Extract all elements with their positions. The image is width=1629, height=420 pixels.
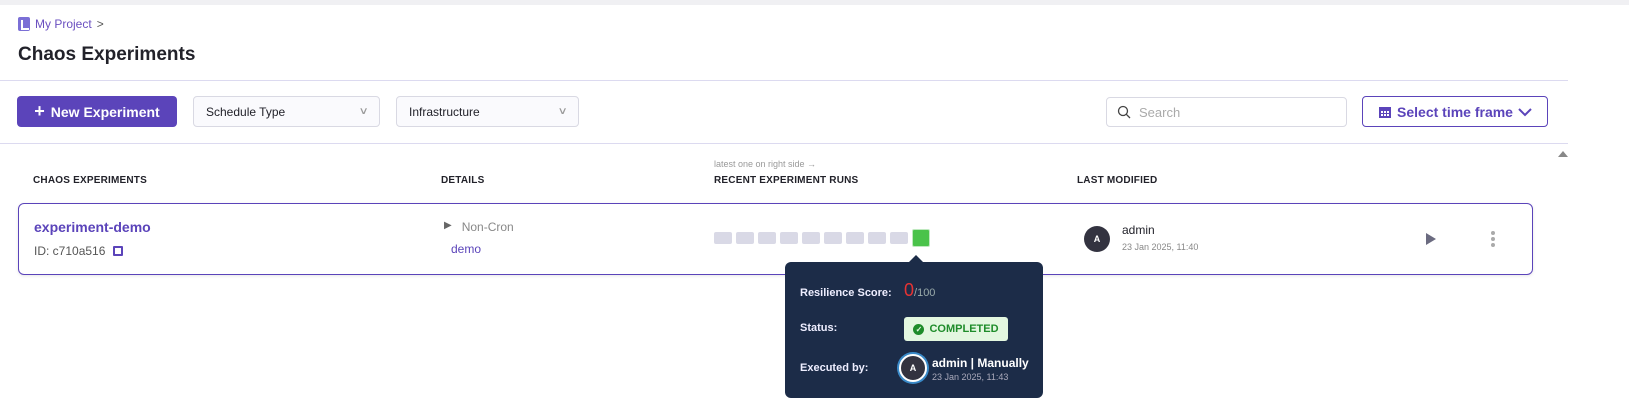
new-experiment-button[interactable]: + New Experiment [17, 96, 177, 127]
score-max: /100 [914, 287, 936, 299]
breadcrumb-separator: > [96, 17, 104, 31]
divider [0, 80, 1568, 81]
table-row[interactable] [18, 203, 1533, 275]
more-options-icon[interactable] [1491, 231, 1495, 247]
run-none[interactable] [736, 232, 754, 244]
infrastructure-link[interactable]: demo [451, 242, 482, 256]
run-none[interactable] [780, 232, 798, 244]
time-frame-label: Select time frame [1397, 103, 1513, 120]
modified-by: admin [1122, 223, 1155, 237]
copy-icon[interactable] [113, 246, 124, 256]
search-icon [1117, 105, 1131, 119]
status-badge: ✓ COMPLETED [904, 317, 1008, 341]
schedule-type-dropdown[interactable]: Schedule Type ∨ [193, 96, 380, 127]
run-tooltip: Resilience Score: 0/100 Status: ✓ COMPLET… [785, 255, 1043, 398]
run-experiment-button[interactable] [1426, 233, 1436, 245]
header-chaos-experiments: CHAOS EXPERIMENTS [33, 175, 147, 186]
divider [0, 143, 1568, 144]
header-recent-runs: RECENT EXPERIMENT RUNS [714, 175, 859, 186]
score-value: 0 [904, 280, 915, 300]
experiment-id: ID: c710a516 [34, 244, 124, 258]
schedule-type-label: Schedule Type [206, 104, 286, 119]
new-experiment-label: New Experiment [50, 103, 160, 120]
chevron-down-icon [1518, 107, 1532, 116]
run-none[interactable] [890, 232, 908, 244]
avatar: A [899, 354, 927, 382]
avatar: A [1084, 226, 1110, 252]
run-none[interactable] [714, 232, 732, 244]
infrastructure-dropdown[interactable]: Infrastructure ∨ [396, 96, 579, 127]
chevron-down-icon: ∨ [358, 106, 369, 117]
search-box[interactable] [1106, 97, 1347, 127]
run-completed[interactable] [912, 229, 930, 247]
run-none[interactable] [868, 232, 886, 244]
executed-label: Executed by: [800, 362, 869, 374]
experiment-name-link[interactable]: experiment-demo [34, 219, 151, 235]
resilience-score: 0/100 [904, 280, 935, 301]
search-input[interactable] [1139, 104, 1329, 120]
calendar-icon [1379, 106, 1392, 118]
experiment-id-text: ID: c710a516 [34, 244, 106, 258]
play-icon: ▶ [444, 220, 452, 231]
chevron-down-icon: ∨ [557, 106, 568, 117]
run-none[interactable] [846, 232, 864, 244]
modified-at: 23 Jan 2025, 11:40 [1122, 242, 1199, 252]
breadcrumb-project[interactable]: My Project [35, 17, 92, 31]
score-label: Resilience Score: [800, 287, 892, 299]
executed-at: 23 Jan 2025, 11:43 [932, 372, 1009, 382]
run-none[interactable] [758, 232, 776, 244]
schedule-text: Non-Cron [461, 220, 514, 234]
project-icon [18, 17, 30, 31]
recent-runs [714, 229, 930, 247]
page-title: Chaos Experiments [18, 44, 196, 65]
header-last-modified: LAST MODIFIED [1077, 175, 1158, 186]
header-details: DETAILS [441, 175, 485, 186]
plus-icon: + [34, 101, 45, 121]
top-bar [0, 0, 1629, 5]
check-circle-icon: ✓ [913, 323, 925, 335]
scroll-up-arrow[interactable] [1558, 151, 1568, 157]
status-text: COMPLETED [929, 323, 999, 335]
schedule-type: ▶ Non-Cron [444, 220, 514, 234]
run-none[interactable] [824, 232, 842, 244]
runs-hint: latest one on right side → [714, 159, 817, 169]
run-none[interactable] [802, 232, 820, 244]
status-label: Status: [800, 322, 838, 334]
select-time-frame-button[interactable]: Select time frame [1362, 96, 1548, 127]
infrastructure-label: Infrastructure [409, 104, 480, 119]
breadcrumb[interactable]: My Project > [18, 17, 104, 31]
executor: admin | Manually [932, 356, 1029, 370]
